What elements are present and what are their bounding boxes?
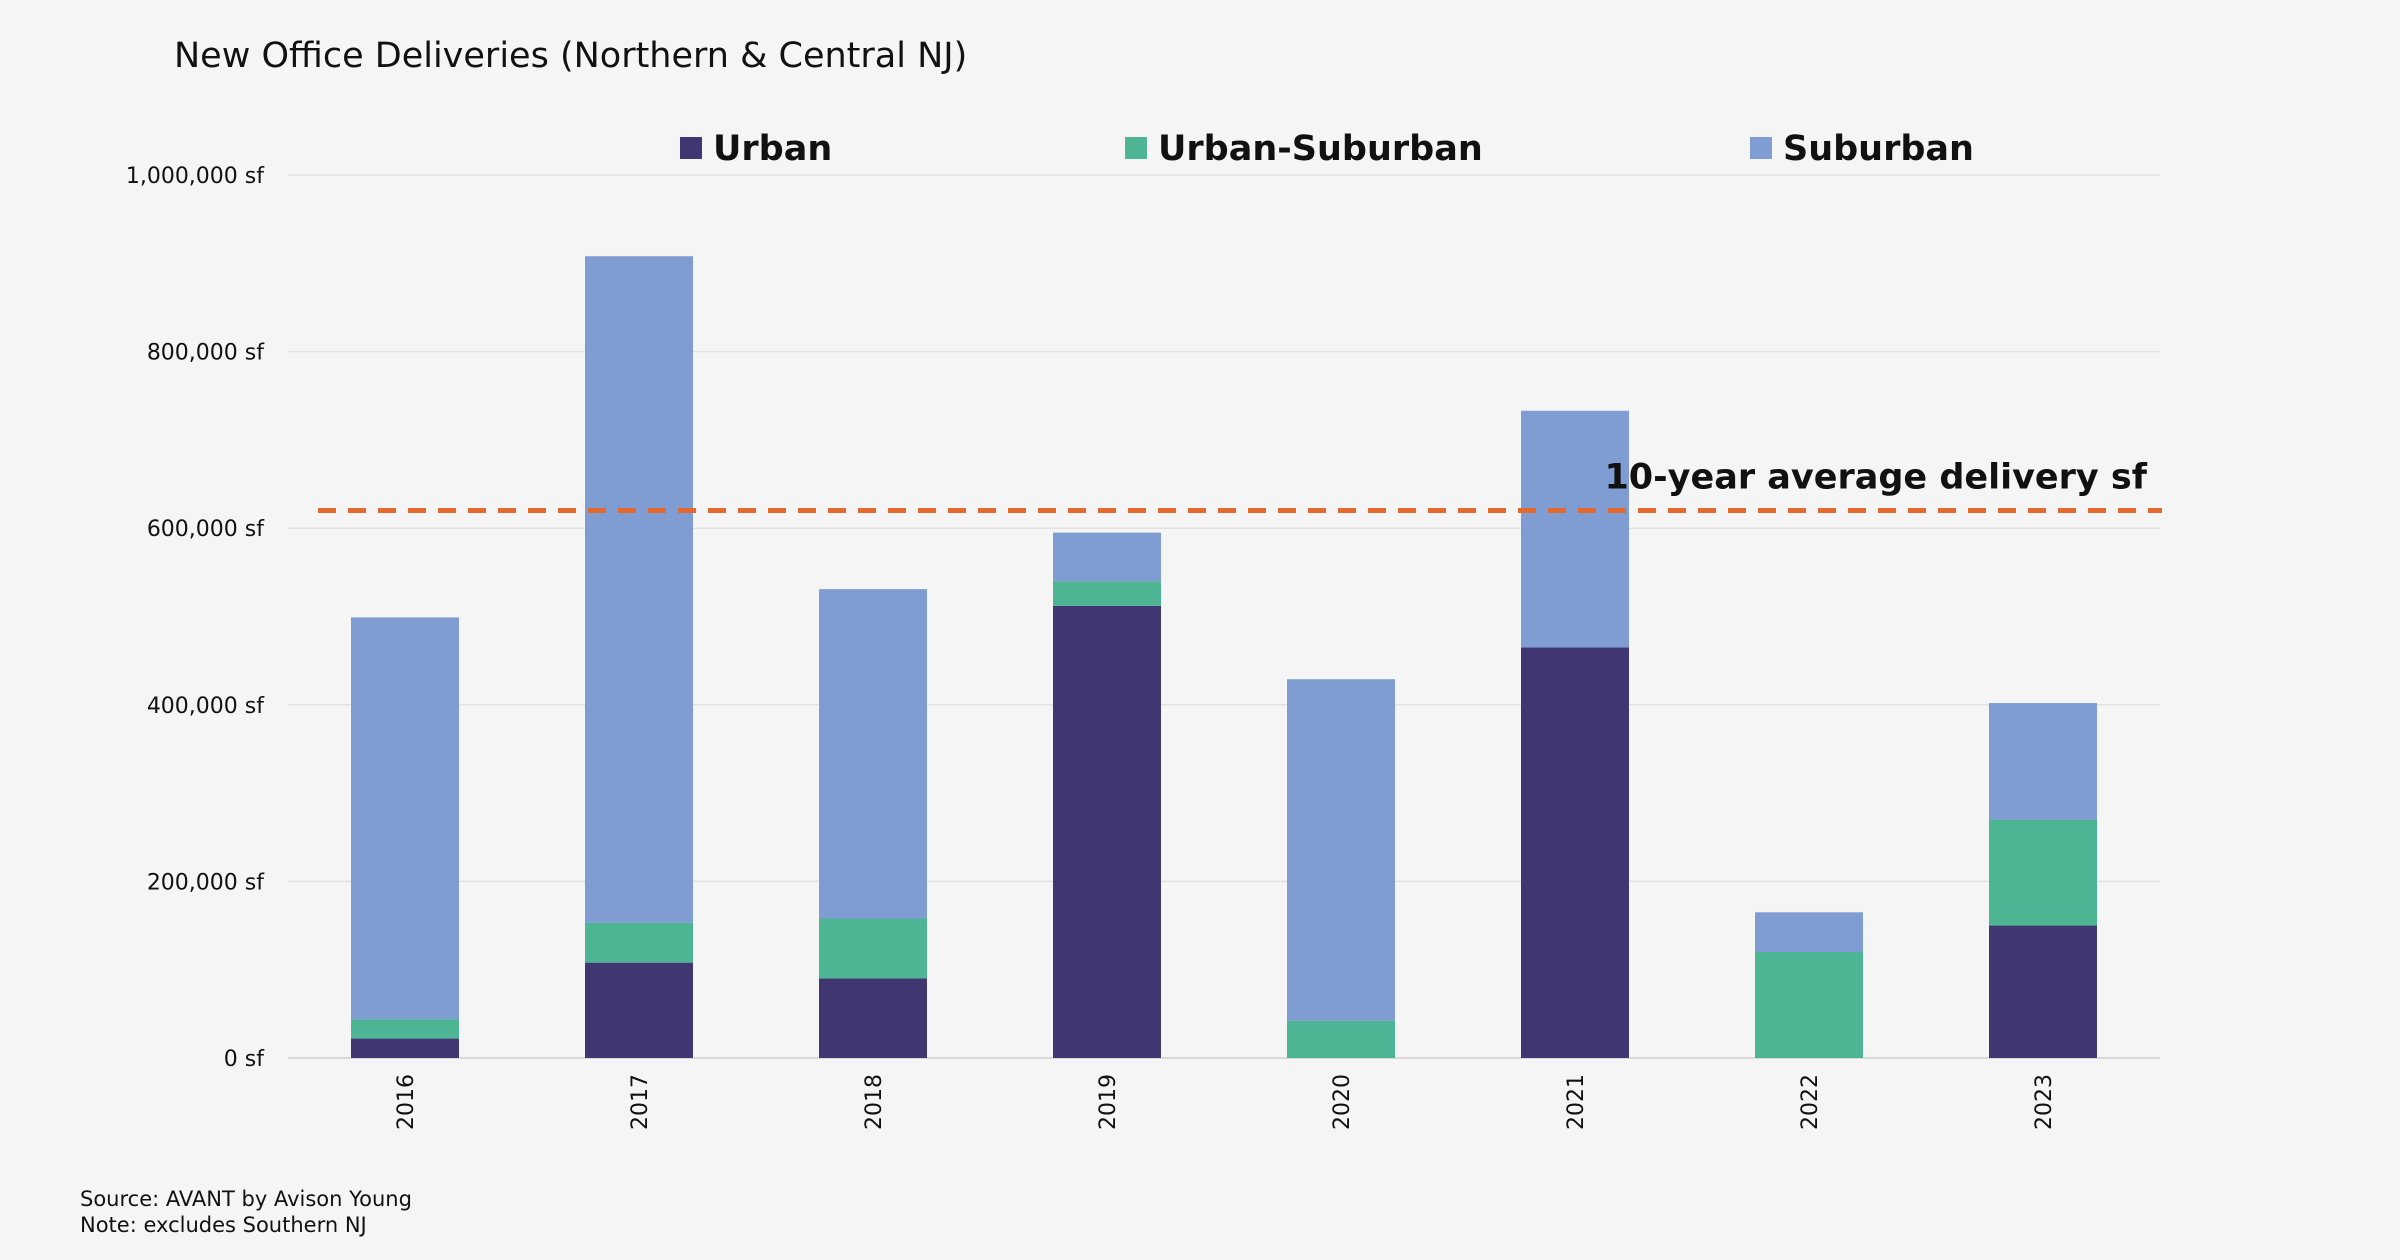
bars [351,256,2097,1058]
x-tick-label: 2020 [1330,1074,1355,1130]
legend-label: Suburban [1783,129,1974,169]
exclusion-note: Note: excludes Southern NJ [80,1213,367,1237]
reference-line-group: 10-year average delivery sf [318,458,2162,514]
x-tick-label: 2021 [1564,1074,1589,1130]
legend-label: Urban [713,129,832,169]
chart-title: New Office Deliveries (Northern & Centra… [174,36,968,76]
y-tick-label: 800,000 sf [147,341,265,366]
x-tick-label: 2016 [394,1074,419,1130]
y-tick-label: 1,000,000 sf [126,164,265,189]
bar-urban-suburban-2022 [1755,952,1863,1058]
bar-suburban-2021 [1521,410,1629,648]
bar-urban-suburban-2016 [351,1019,459,1039]
bar-urban-suburban-2020 [1287,1020,1395,1058]
bar-urban-suburban-2019 [1053,581,1161,606]
bar-urban-suburban-2023 [1989,819,2097,926]
legend-swatch [1750,137,1772,159]
bar-urban-2016 [351,1038,459,1058]
bar-urban-2019 [1053,605,1161,1058]
x-tick-label: 2017 [628,1074,653,1130]
bar-suburban-2017 [585,256,693,923]
y-axis-ticks: 0 sf 200,000 sf 400,000 sf 600,000 sf 800,00… [126,164,265,1072]
bar-urban-2018 [819,978,927,1058]
x-tick-label: 2018 [862,1074,887,1130]
average-reference-label: 10-year average delivery sf [1604,458,2147,498]
y-tick-label: 600,000 sf [147,517,265,542]
x-tick-label: 2019 [1096,1074,1121,1130]
y-tick-label: 0 sf [224,1047,265,1072]
bar-suburban-2023 [1989,703,2097,820]
bar-suburban-2020 [1287,679,1395,1021]
bar-urban-2021 [1521,647,1629,1058]
bar-suburban-2022 [1755,912,1863,953]
legend: Urban Urban-Suburban Suburban [680,129,1974,169]
legend-swatch [680,137,702,159]
y-tick-label: 200,000 sf [147,870,265,895]
y-tick-label: 400,000 sf [147,694,265,719]
x-tick-label: 2022 [1798,1074,1823,1130]
source-note: Source: AVANT by Avison Young [80,1187,412,1211]
legend-label: Urban-Suburban [1158,129,1483,169]
stacked-bar-chart: 0 sf 200,000 sf 400,000 sf 600,000 sf 800,00… [126,129,2162,1130]
bar-suburban-2019 [1053,532,1161,582]
legend-swatch [1125,137,1147,159]
bar-suburban-2016 [351,617,459,1020]
gridlines [288,174,2160,1059]
bar-urban-suburban-2017 [585,922,693,963]
x-axis-ticks: 2016 2017 2018 2019 2020 2021 2022 2023 [394,1074,2057,1130]
footnotes: Source: AVANT by Avison Young Note: excl… [80,1186,412,1238]
x-tick-label: 2023 [2032,1074,2057,1130]
bar-urban-suburban-2018 [819,918,927,979]
bar-suburban-2018 [819,589,927,919]
bar-urban-2023 [1989,925,2097,1058]
bar-urban-2017 [585,962,693,1058]
